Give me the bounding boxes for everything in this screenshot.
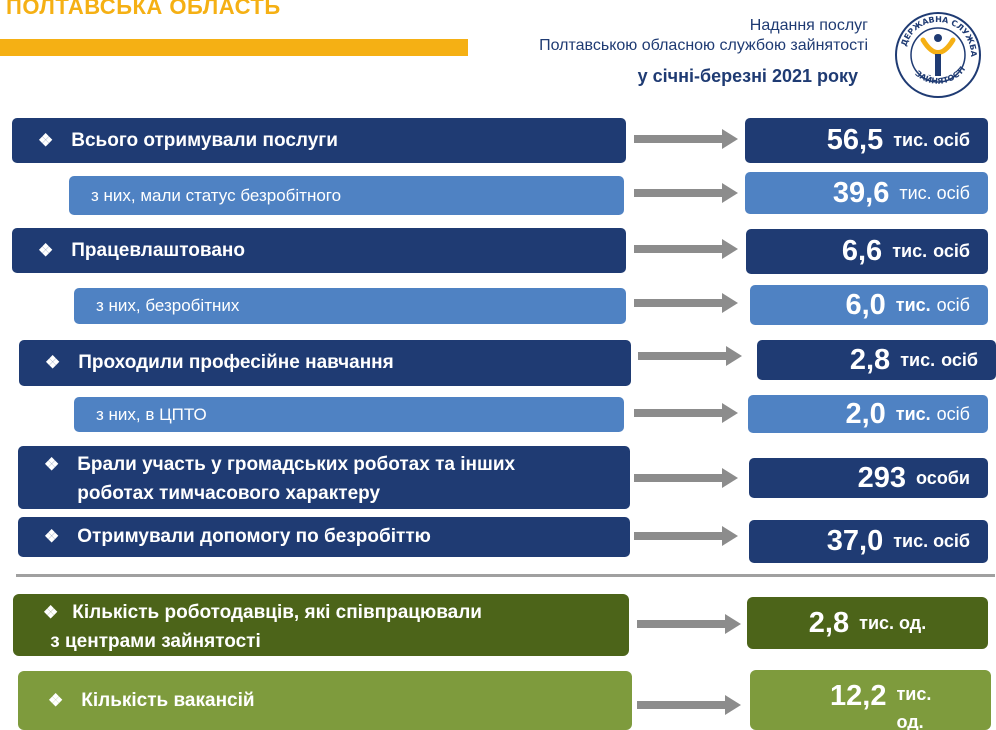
right-arrow-icon — [637, 614, 741, 634]
row-training-label: ❖ Проходили професійне навчання — [19, 340, 631, 386]
diamond-bullet-icon: ❖ — [44, 455, 60, 474]
row-label-line-2: роботах тимчасового характеру — [77, 483, 381, 504]
row-employed-label: ❖ Працевлаштовано — [12, 228, 626, 273]
diamond-bullet-icon: ❖ — [38, 240, 54, 260]
row-label: з них, в ЦПТО — [96, 404, 207, 424]
value-unit: тис. осіб — [893, 130, 970, 150]
diamond-bullet-icon: ❖ — [45, 353, 61, 372]
value-number: 293 — [857, 461, 907, 494]
row-total-served-label: ❖ Всього отримували послуги — [12, 118, 626, 163]
row-public-works-value: 293 особи — [749, 458, 988, 498]
row-employers-label: ❖ Кількість роботодавців, які співпрацюв… — [13, 594, 629, 656]
right-arrow-icon — [634, 293, 738, 313]
row-unemployment-benefit-value: 37,0 тис. осіб — [749, 520, 988, 563]
header-period: у січні-березні 2021 року — [637, 66, 858, 86]
value-unit: осіб — [936, 294, 970, 315]
row-training-value: 2,8 тис. осіб — [757, 340, 996, 380]
value-number: 6,0 — [845, 288, 886, 321]
header-line-1: Надання послуг — [749, 17, 868, 34]
right-arrow-icon — [634, 183, 738, 203]
right-arrow-icon — [634, 468, 738, 488]
row-label: Всього отримували послуги — [71, 129, 338, 151]
value-unit: тис. осіб — [893, 531, 970, 551]
row-unemployment-benefit-label: ❖ Отримували допомогу по безробіттю — [18, 517, 630, 557]
row-label-line-1: Кількість роботодавців, які співпрацювал… — [72, 602, 482, 623]
right-arrow-icon — [634, 239, 738, 259]
value-unit: тис. од. — [859, 612, 927, 633]
value-unit: осіб — [941, 349, 978, 370]
right-arrow-icon — [638, 346, 742, 366]
row-label: Проходили професійне навчання — [78, 352, 394, 373]
row-training-center-value: 2,0 тис. осіб — [748, 395, 988, 433]
value-unit-line-2: од. — [896, 712, 924, 730]
right-arrow-icon — [634, 129, 738, 149]
value-number: 2,8 — [808, 606, 850, 639]
value-number: 39,6 — [832, 176, 890, 209]
section-divider — [16, 574, 995, 577]
row-label: Кількість роботодавців, які співпрацювал… — [50, 598, 482, 656]
row-employers-value: 2,8 тис. од. — [747, 597, 988, 649]
row-total-served-value: 56,5 тис. осіб — [745, 118, 988, 163]
value-number: 37,0 — [826, 525, 884, 557]
value-number: 12,2 — [830, 680, 887, 712]
row-employed-unemployed-label: з них, безробітних — [74, 288, 626, 324]
row-label-line-2: з центрами зайнятості — [50, 631, 261, 652]
value-unit-bold: тис. — [895, 403, 931, 424]
diamond-bullet-icon: ❖ — [44, 527, 60, 546]
diamond-bullet-icon: ❖ — [48, 690, 64, 710]
row-label: Працевлаштовано — [71, 239, 245, 261]
value-unit-bold: тис. — [895, 294, 931, 315]
value-number: 56,5 — [826, 124, 884, 156]
row-vacancies-label: ❖ Кількість вакансій — [18, 671, 632, 730]
diamond-bullet-icon: ❖ — [38, 130, 54, 150]
value-unit-line-1: тис. — [896, 684, 932, 704]
row-label: Отримували допомогу по безробіттю — [77, 526, 431, 547]
employment-service-logo: ДЕРЖАВНА СЛУЖБА ЗАЙНЯТОСТІ — [895, 12, 981, 98]
value-unit: осіб — [933, 241, 970, 261]
value-unit-bold: тис. — [892, 241, 928, 261]
right-arrow-icon — [634, 526, 738, 546]
value-unit: осіб — [936, 403, 970, 424]
row-unemployed-status-value: 39,6 тис. осіб — [745, 172, 988, 214]
value-unit-bold: тис. — [900, 349, 936, 370]
value-unit: тис. осіб — [899, 182, 970, 203]
row-employed-unemployed-value: 6,0 тис. осіб — [750, 285, 988, 325]
row-label: Брали участь у громадських роботах та ін… — [77, 450, 515, 508]
value-number: 2,0 — [845, 397, 886, 430]
value-number: 6,6 — [841, 235, 883, 267]
row-training-center-label: з них, в ЦПТО — [74, 397, 624, 432]
right-arrow-icon — [637, 695, 741, 715]
header-line-2: Полтавською обласною службою зайнятості — [539, 37, 868, 54]
row-label: Кількість вакансій — [81, 689, 255, 711]
right-arrow-icon — [634, 403, 738, 423]
row-label: з них, безробітних — [96, 296, 240, 315]
value-unit: тис. од. — [896, 680, 931, 730]
row-public-works-label: ❖ Брали участь у громадських роботах та … — [18, 446, 630, 509]
title-underline-bar — [0, 39, 468, 56]
row-unemployed-status-label: з них, мали статус безробітного — [69, 176, 624, 215]
value-unit: особи — [916, 467, 970, 488]
region-title: ПОЛТАВСЬКА ОБЛАСТЬ — [6, 0, 281, 19]
row-employed-value: 6,6 тис. осіб — [746, 229, 988, 274]
row-vacancies-value: 12,2 тис. од. — [750, 670, 991, 730]
row-label: з них, мали статус безробітного — [91, 185, 342, 205]
value-number: 2,8 — [849, 343, 891, 376]
row-label-line-1: Брали участь у громадських роботах та ін… — [77, 454, 516, 475]
diamond-bullet-icon: ❖ — [43, 603, 59, 622]
